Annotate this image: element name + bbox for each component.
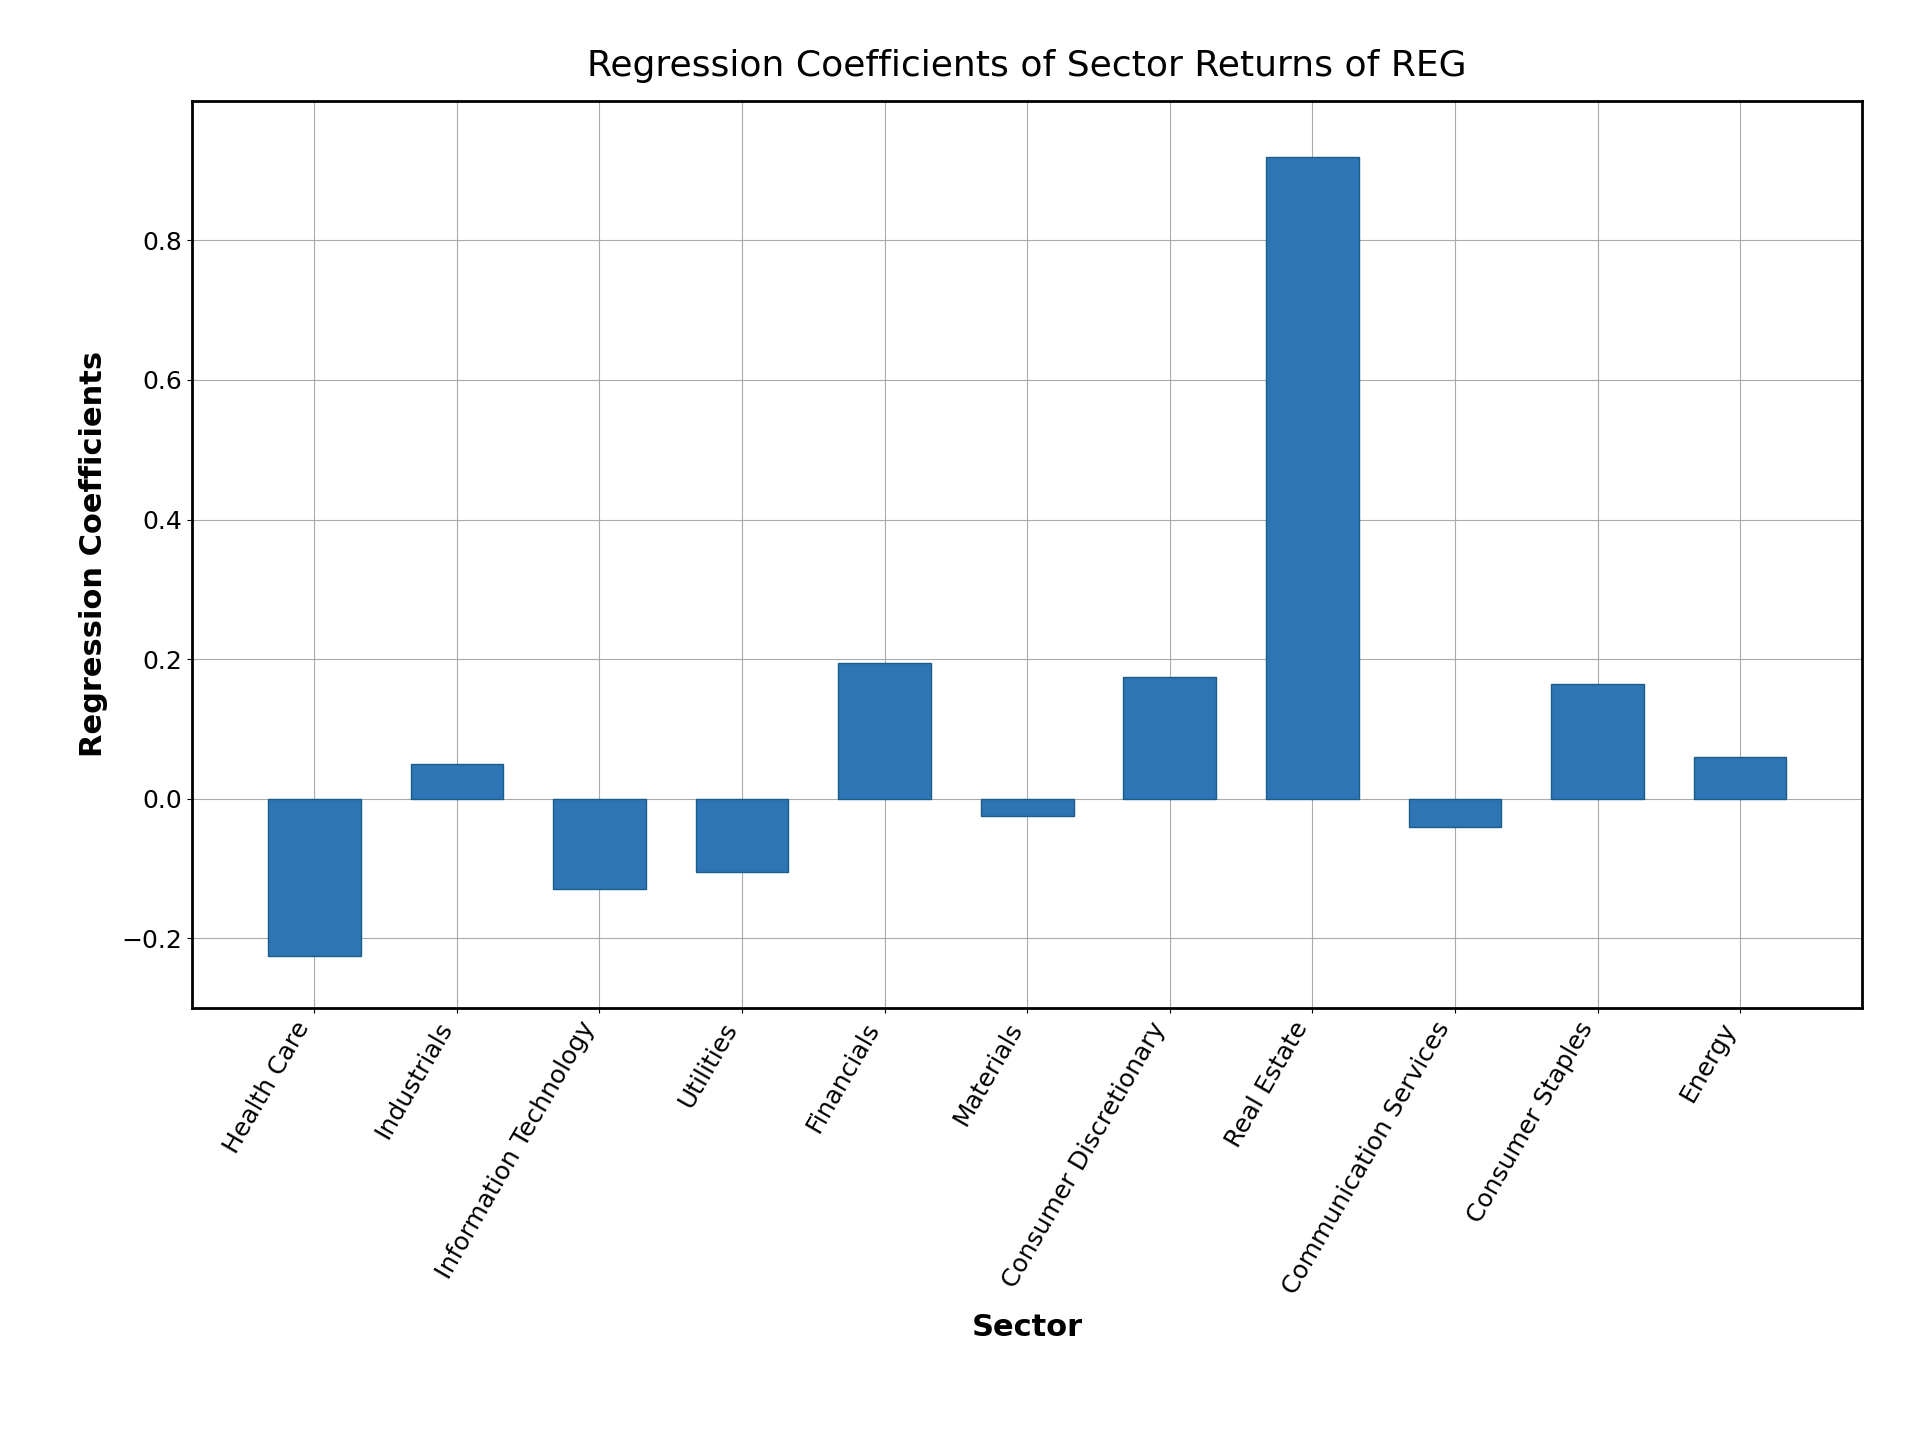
X-axis label: Sector: Sector bbox=[972, 1313, 1083, 1342]
Bar bbox=[269, 799, 361, 956]
Bar bbox=[1551, 684, 1644, 799]
Bar bbox=[1693, 757, 1786, 799]
Title: Regression Coefficients of Sector Returns of REG: Regression Coefficients of Sector Return… bbox=[588, 49, 1467, 82]
Bar bbox=[553, 799, 645, 890]
Bar bbox=[981, 799, 1073, 816]
Bar bbox=[1123, 677, 1215, 799]
Bar bbox=[1409, 799, 1501, 827]
Bar bbox=[1265, 157, 1359, 799]
Bar bbox=[695, 799, 789, 873]
Bar bbox=[839, 662, 931, 799]
Bar bbox=[411, 763, 503, 799]
Y-axis label: Regression Coefficients: Regression Coefficients bbox=[79, 351, 108, 757]
